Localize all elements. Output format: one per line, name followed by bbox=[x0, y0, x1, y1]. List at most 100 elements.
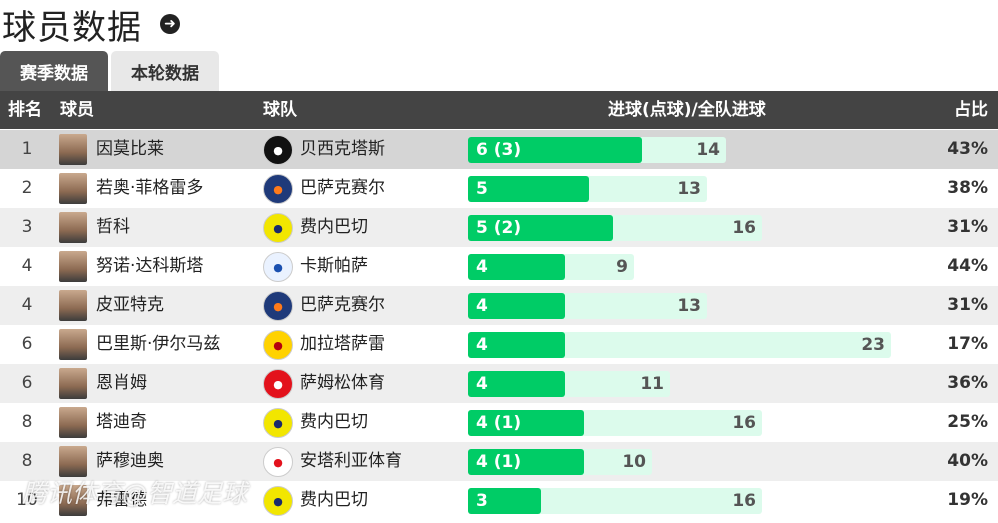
rank: 6 bbox=[21, 334, 33, 354]
tab-round-stats[interactable]: 本轮数据 bbox=[111, 51, 219, 91]
table-row[interactable]: 2 若奥·菲格雷多 ● 巴萨克赛尔 13 5 38% bbox=[0, 169, 998, 208]
title-row: 球员数据 ➜ bbox=[0, 0, 180, 48]
team-goals-value: 16 bbox=[732, 413, 756, 433]
team-logo-icon: ● bbox=[263, 174, 293, 204]
player-name[interactable]: 巴里斯·伊尔马兹 bbox=[96, 334, 221, 354]
player-name[interactable]: 哲科 bbox=[96, 217, 130, 237]
arrow-right-circle-icon[interactable]: ➜ bbox=[160, 14, 180, 34]
player-avatar bbox=[59, 251, 87, 282]
goal-share: 19% bbox=[947, 490, 988, 510]
player-name[interactable]: 努诺·达科斯塔 bbox=[96, 256, 204, 276]
team-logo-icon: ● bbox=[263, 291, 293, 321]
tab-season-stats[interactable]: 赛季数据 bbox=[0, 51, 108, 91]
team-goals-value: 13 bbox=[677, 179, 701, 199]
player-avatar bbox=[59, 134, 87, 165]
player-name[interactable]: 塔迪奇 bbox=[96, 412, 147, 432]
team-goals-value: 13 bbox=[677, 296, 701, 316]
table-row[interactable]: 4 努诺·达科斯塔 ● 卡斯帕萨 9 4 44% bbox=[0, 247, 998, 286]
team-goals-value: 14 bbox=[696, 140, 720, 160]
table-row[interactable]: 1 因莫比莱 ● 贝西克塔斯 14 6 (3) 43% bbox=[0, 130, 998, 169]
team-goals-value: 11 bbox=[640, 374, 664, 394]
goal-share: 31% bbox=[947, 217, 988, 237]
table-header: 排名 球员 球队 进球(点球)/全队进球 占比 bbox=[0, 91, 998, 129]
rank: 6 bbox=[21, 373, 33, 393]
rank: 4 bbox=[21, 295, 33, 315]
rank: 4 bbox=[21, 256, 33, 276]
team-logo-icon: ● bbox=[263, 135, 293, 165]
team-name[interactable]: 贝西克塔斯 bbox=[300, 139, 385, 159]
player-avatar bbox=[59, 290, 87, 321]
team-goals-value: 16 bbox=[732, 491, 756, 511]
player-avatar bbox=[59, 212, 87, 243]
team-name[interactable]: 安塔利亚体育 bbox=[300, 451, 402, 471]
player-avatar bbox=[59, 485, 87, 516]
goal-share: 17% bbox=[947, 334, 988, 354]
team-logo-icon: ● bbox=[263, 213, 293, 243]
team-name[interactable]: 萨姆松体育 bbox=[300, 373, 385, 393]
table-row[interactable]: 6 恩肖姆 ● 萨姆松体育 11 4 36% bbox=[0, 364, 998, 403]
player-goals-bar: 4 (1) bbox=[468, 410, 584, 436]
team-goals-value: 16 bbox=[732, 218, 756, 238]
player-goals-bar: 4 bbox=[468, 371, 565, 397]
table-row[interactable]: 3 哲科 ● 费内巴切 16 5 (2) 31% bbox=[0, 208, 998, 247]
table-row[interactable]: 4 皮亚特克 ● 巴萨克赛尔 13 4 31% bbox=[0, 286, 998, 325]
goal-share: 38% bbox=[947, 178, 988, 198]
player-avatar bbox=[59, 407, 87, 438]
player-goals-bar: 6 (3) bbox=[468, 137, 642, 163]
goal-share: 31% bbox=[947, 295, 988, 315]
tab-bar: 赛季数据 本轮数据 bbox=[0, 51, 222, 91]
rank: 8 bbox=[21, 412, 33, 432]
player-goals-bar: 3 bbox=[468, 488, 541, 514]
table-row[interactable]: 10 弗雷德 ● 费内巴切 16 3 19% bbox=[0, 481, 998, 520]
col-share: 占比 bbox=[954, 100, 988, 120]
player-avatar bbox=[59, 368, 87, 399]
team-logo-icon: ● bbox=[263, 486, 293, 516]
team-name[interactable]: 费内巴切 bbox=[300, 217, 368, 237]
player-name[interactable]: 恩肖姆 bbox=[96, 373, 147, 393]
table-row[interactable]: 6 巴里斯·伊尔马兹 ● 加拉塔萨雷 23 4 17% bbox=[0, 325, 998, 364]
team-name[interactable]: 加拉塔萨雷 bbox=[300, 334, 385, 354]
player-name[interactable]: 弗雷德 bbox=[96, 490, 147, 510]
page-title: 球员数据 bbox=[2, 7, 142, 48]
player-name[interactable]: 若奥·菲格雷多 bbox=[96, 178, 204, 198]
player-goals-bar: 4 (1) bbox=[468, 449, 584, 475]
rank: 1 bbox=[21, 139, 33, 159]
goal-share: 25% bbox=[947, 412, 988, 432]
player-goals-bar: 4 bbox=[468, 254, 565, 280]
player-goals-bar: 4 bbox=[468, 332, 565, 358]
team-goals-value: 9 bbox=[616, 257, 628, 277]
team-goals-value: 10 bbox=[622, 452, 646, 472]
rank: 8 bbox=[21, 451, 33, 471]
goal-share: 43% bbox=[947, 139, 988, 159]
rank: 2 bbox=[21, 178, 33, 198]
col-player: 球员 bbox=[60, 100, 94, 120]
team-name[interactable]: 费内巴切 bbox=[300, 490, 368, 510]
team-name[interactable]: 巴萨克赛尔 bbox=[300, 295, 385, 315]
player-avatar bbox=[59, 173, 87, 204]
table-row[interactable]: 8 萨穆迪奥 ● 安塔利亚体育 10 4 (1) 40% bbox=[0, 442, 998, 481]
col-rank: 排名 bbox=[8, 100, 42, 120]
table-row[interactable]: 8 塔迪奇 ● 费内巴切 16 4 (1) 25% bbox=[0, 403, 998, 442]
team-goals-value: 23 bbox=[861, 335, 885, 355]
rank: 3 bbox=[21, 217, 33, 237]
team-name[interactable]: 卡斯帕萨 bbox=[300, 256, 368, 276]
team-logo-icon: ● bbox=[263, 408, 293, 438]
team-name[interactable]: 费内巴切 bbox=[300, 412, 368, 432]
player-avatar bbox=[59, 446, 87, 477]
player-avatar bbox=[59, 329, 87, 360]
goal-share: 36% bbox=[947, 373, 988, 393]
player-name[interactable]: 萨穆迪奥 bbox=[96, 451, 164, 471]
player-name[interactable]: 皮亚特克 bbox=[96, 295, 164, 315]
player-goals-bar: 5 (2) bbox=[468, 215, 613, 241]
team-logo-icon: ● bbox=[263, 252, 293, 282]
goal-share: 44% bbox=[947, 256, 988, 276]
player-goals-bar: 5 bbox=[468, 176, 589, 202]
col-team: 球队 bbox=[263, 100, 297, 120]
player-name[interactable]: 因莫比莱 bbox=[96, 139, 164, 159]
team-name[interactable]: 巴萨克赛尔 bbox=[300, 178, 385, 198]
goal-share: 40% bbox=[947, 451, 988, 471]
rank: 10 bbox=[16, 490, 38, 510]
team-logo-icon: ● bbox=[263, 369, 293, 399]
team-logo-icon: ● bbox=[263, 447, 293, 477]
player-goals-bar: 4 bbox=[468, 293, 565, 319]
